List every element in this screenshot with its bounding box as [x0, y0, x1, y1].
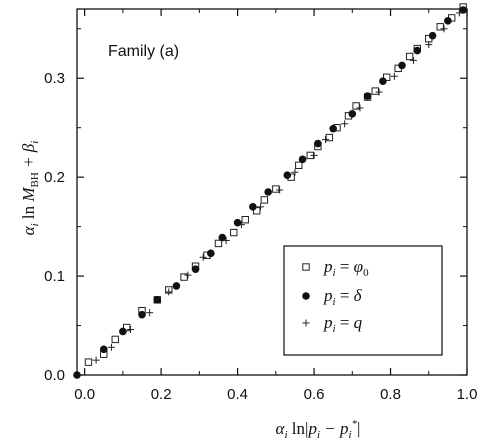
y-tick-label: 0.2: [44, 169, 65, 186]
data-point-q: [165, 288, 173, 296]
legend: pi = φ0 pi = δ pi = q: [283, 245, 443, 356]
data-point-phi0: [111, 335, 119, 344]
data-point-delta: [283, 171, 292, 179]
axis-ticks: [77, 9, 468, 376]
data-point-q: [222, 236, 230, 244]
data-point-q: [127, 325, 135, 333]
data-point-q: [425, 41, 433, 49]
data-point-q: [276, 186, 284, 194]
legend-label: pi = φ0: [323, 257, 369, 279]
data-point-delta: [379, 77, 387, 86]
data-point-delta: [444, 17, 452, 25]
data-point-phi0: [272, 185, 280, 193]
data-point-phi0: [371, 87, 379, 95]
x-tick-label: 0.6: [304, 386, 325, 403]
data-point-phi0: [123, 323, 131, 332]
data-point-delta: [191, 265, 200, 273]
data-point-delta: [314, 139, 322, 148]
data-point-q: [107, 343, 115, 351]
data-point-phi0: [325, 133, 334, 142]
data-point-delta: [428, 31, 437, 40]
data-point-q: [409, 56, 417, 64]
data-point-phi0: [436, 23, 444, 31]
plot-frame: [76, 8, 468, 376]
legend-marker: [302, 263, 310, 271]
data-point-delta: [218, 233, 227, 242]
data-point-phi0: [241, 215, 249, 224]
y-tick-label: 0.1: [44, 268, 65, 285]
data-point-delta: [348, 110, 357, 118]
data-point-delta: [73, 371, 81, 379]
data-point-q: [199, 253, 207, 261]
data-point-delta: [233, 218, 242, 227]
data-point-q: [291, 168, 299, 176]
y-axis-label: αi ln MBH + βi: [19, 141, 41, 236]
data-point-phi0: [383, 73, 391, 81]
data-point-phi0: [405, 52, 414, 61]
axis-tick-labels: 0.0 0.2 0.4 0.6 0.8 1.0 0.0 0.1 0.2 0.3: [44, 70, 477, 403]
data-point-delta: [138, 310, 146, 319]
data-point-q: [322, 136, 330, 144]
legend-marker: [302, 319, 310, 327]
data-point-delta: [459, 6, 467, 14]
data-point-phi0: [260, 196, 269, 204]
data-points: [73, 3, 467, 379]
legend-marker: [302, 292, 310, 300]
data-point-q: [341, 120, 349, 128]
data-point-phi0: [230, 228, 238, 237]
data-point-delta: [153, 296, 162, 304]
x-tick-label: 0.4: [227, 386, 248, 403]
family-annotation: Family (a): [108, 43, 179, 60]
data-point-q: [184, 271, 192, 279]
data-point-q: [455, 9, 463, 17]
legend-box: [283, 245, 443, 356]
legend-label: pi = δ: [323, 286, 363, 308]
y-tick-label: 0.3: [44, 70, 65, 87]
data-point-q: [375, 88, 383, 96]
data-point-delta: [119, 327, 127, 336]
data-point-q: [390, 72, 398, 80]
data-point-phi0: [214, 239, 223, 248]
data-point-delta: [207, 249, 215, 258]
data-point-phi0: [352, 102, 360, 110]
legend-label: pi = q: [323, 313, 363, 335]
data-point-q: [440, 25, 448, 33]
data-point-q: [146, 309, 154, 317]
x-tick-label: 0.0: [74, 386, 95, 403]
data-point-q: [310, 151, 318, 159]
data-point-q: [257, 203, 265, 211]
data-point-phi0: [253, 207, 261, 215]
data-point-delta: [298, 155, 307, 164]
x-tick-label: 1.0: [457, 386, 478, 403]
data-point-phi0: [180, 273, 188, 281]
data-point-delta: [329, 124, 337, 133]
y-tick-label: 0.0: [44, 367, 65, 384]
data-point-delta: [363, 92, 372, 100]
x-tick-label: 0.2: [151, 386, 172, 403]
data-point-phi0: [84, 358, 93, 366]
data-point-delta: [249, 203, 257, 211]
data-point-delta: [398, 61, 406, 70]
data-point-phi0: [295, 161, 303, 169]
data-point-delta: [99, 345, 108, 354]
data-point-q: [92, 356, 100, 364]
data-point-delta: [264, 188, 272, 196]
x-axis-label: αi ln|pi − pi*|: [276, 418, 361, 441]
x-tick-label: 0.8: [380, 386, 401, 403]
data-point-delta: [413, 46, 422, 55]
data-point-q: [237, 221, 245, 229]
data-point-q: [356, 104, 364, 112]
data-point-delta: [172, 282, 181, 290]
